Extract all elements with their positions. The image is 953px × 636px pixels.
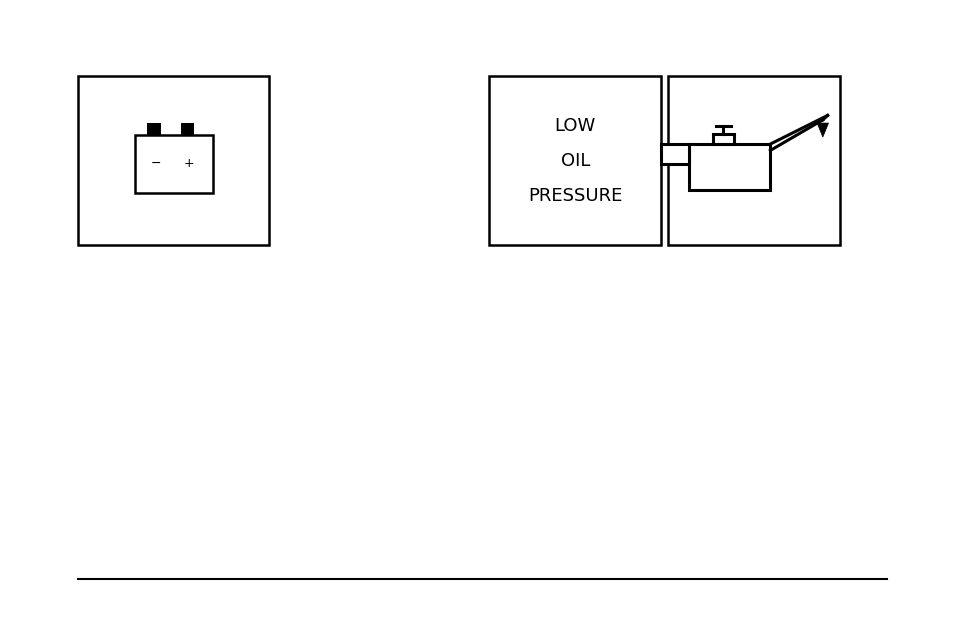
Text: PRESSURE: PRESSURE: [528, 186, 621, 205]
Bar: [78, 76, 269, 245]
Bar: [181, 123, 194, 135]
Bar: [659, 144, 688, 163]
Text: +: +: [184, 157, 194, 170]
Text: −: −: [151, 157, 161, 170]
Bar: [667, 76, 839, 245]
Bar: [147, 123, 160, 135]
Bar: [134, 135, 213, 193]
Bar: [688, 144, 769, 190]
Text: OIL: OIL: [560, 151, 589, 170]
Polygon shape: [816, 123, 827, 137]
Text: LOW: LOW: [554, 116, 596, 135]
Bar: [489, 76, 660, 245]
Bar: [712, 134, 733, 144]
